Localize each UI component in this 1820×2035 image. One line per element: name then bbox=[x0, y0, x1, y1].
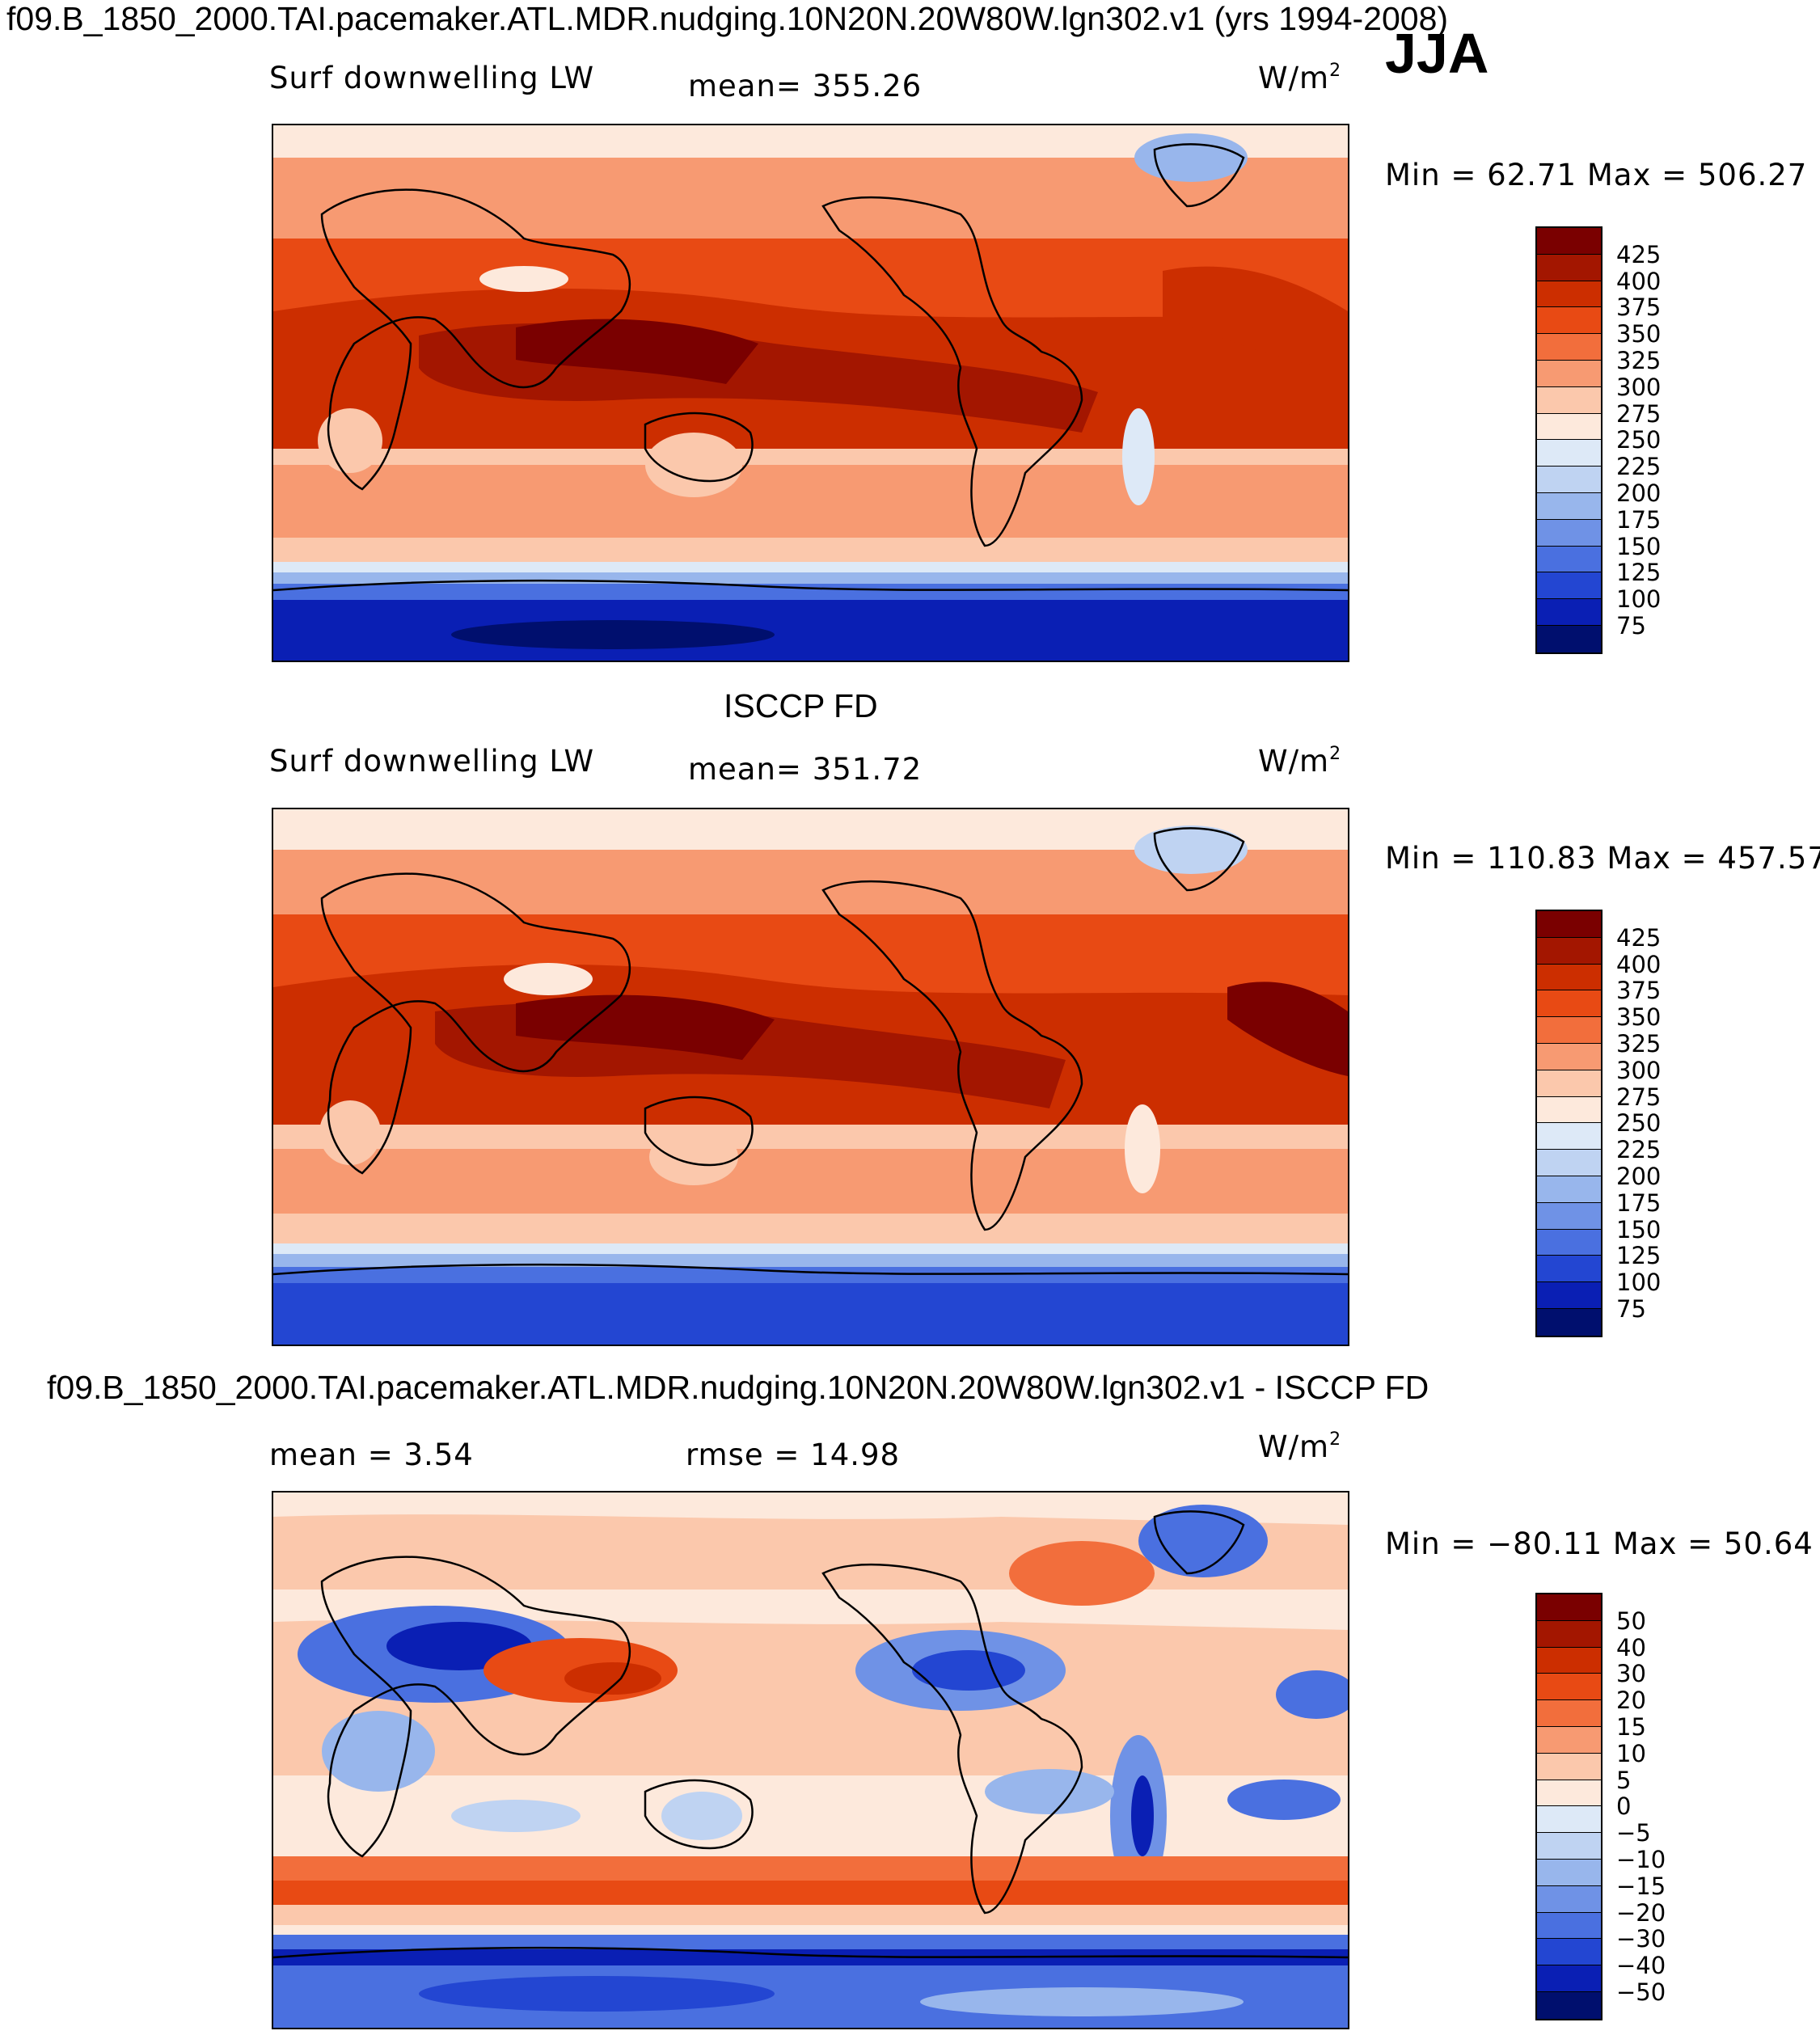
panel2-variable: Surf downwelling LW bbox=[269, 744, 595, 779]
panel1-variable: Surf downwelling LW bbox=[269, 61, 595, 95]
colorbar-tick-label: −40 bbox=[1616, 1952, 1666, 1980]
colorbar-tick-label: 375 bbox=[1616, 977, 1662, 1005]
colorbar-tick-label: 325 bbox=[1616, 1030, 1662, 1058]
figure-title: f09.B_1850_2000.TAI.pacemaker.ATL.MDR.nu… bbox=[6, 0, 1449, 37]
panel2-colorbar bbox=[1535, 910, 1603, 1337]
colorbar-tick-label: 225 bbox=[1616, 453, 1662, 481]
colorbar-tick-label: 10 bbox=[1616, 1739, 1646, 1767]
colorbar-tick-label: 15 bbox=[1616, 1713, 1646, 1741]
colorbar-tick-label: 400 bbox=[1616, 950, 1662, 978]
colorbar-tick-label: 200 bbox=[1616, 479, 1662, 507]
season-label: JJA bbox=[1385, 22, 1489, 85]
colorbar-tick-label: 300 bbox=[1616, 1056, 1662, 1084]
colorbar-tick-label: −20 bbox=[1616, 1898, 1666, 1927]
colorbar-tick-label: 350 bbox=[1616, 320, 1662, 348]
panel2-mean: mean= 351.72 bbox=[688, 752, 923, 787]
colorbar-tick-label: 30 bbox=[1616, 1660, 1646, 1688]
colorbar-tick-label: 75 bbox=[1616, 612, 1646, 640]
colorbar-tick-label: 125 bbox=[1616, 559, 1662, 587]
colorbar-tick-label: 200 bbox=[1616, 1163, 1662, 1190]
colorbar-tick-label: 40 bbox=[1616, 1633, 1646, 1661]
panel2-minmax: Min = 110.83 Max = 457.57 bbox=[1385, 841, 1820, 876]
panel3-units: W/m2 bbox=[1258, 1429, 1342, 1464]
colorbar-tick-label: 125 bbox=[1616, 1242, 1662, 1270]
colorbar-tick-label: −30 bbox=[1616, 1925, 1666, 1953]
colorbar-tick-label: 50 bbox=[1616, 1606, 1646, 1635]
colorbar-tick-label: −50 bbox=[1616, 1978, 1666, 2006]
panel3-mean: mean = 3.54 bbox=[269, 1438, 474, 1472]
panel1-units: W/m2 bbox=[1258, 61, 1342, 95]
panel2-map-field bbox=[273, 809, 1348, 1345]
colorbar-tick-label: 275 bbox=[1616, 399, 1662, 428]
panel3-minmax: Min = −80.11 Max = 50.64 bbox=[1385, 1526, 1814, 1561]
panel1-mean: mean= 355.26 bbox=[688, 69, 923, 103]
panel1-minmax: Min = 62.71 Max = 506.27 bbox=[1385, 158, 1808, 192]
panel3-heading: f09.B_1850_2000.TAI.pacemaker.ATL.MDR.nu… bbox=[47, 1369, 1429, 1406]
colorbar-tick-label: −15 bbox=[1616, 1872, 1666, 1900]
colorbar-tick-label: 225 bbox=[1616, 1136, 1662, 1164]
panel1-map-field bbox=[273, 125, 1348, 661]
colorbar-tick-label: 400 bbox=[1616, 267, 1662, 295]
colorbar-tick-label: 250 bbox=[1616, 426, 1662, 454]
panel3-rmse: rmse = 14.98 bbox=[686, 1438, 901, 1472]
panel3-map-field bbox=[273, 1492, 1348, 2028]
colorbar-tick-label: 175 bbox=[1616, 1188, 1662, 1217]
colorbar-tick-label: −5 bbox=[1616, 1819, 1651, 1847]
colorbar-tick-label: 150 bbox=[1616, 1215, 1662, 1243]
colorbar-tick-label: 5 bbox=[1616, 1766, 1632, 1794]
colorbar-tick-label: 100 bbox=[1616, 585, 1662, 614]
colorbar-tick-label: 350 bbox=[1616, 1003, 1662, 1032]
panel3-map bbox=[272, 1491, 1349, 2029]
colorbar-tick-label: 375 bbox=[1616, 293, 1662, 322]
colorbar-tick-label: 75 bbox=[1616, 1295, 1646, 1323]
panel3-colorbar bbox=[1535, 1593, 1603, 2020]
colorbar-tick-label: 175 bbox=[1616, 505, 1662, 534]
colorbar-tick-label: 20 bbox=[1616, 1687, 1646, 1715]
colorbar-tick-label: 100 bbox=[1616, 1269, 1662, 1297]
colorbar-tick-label: 300 bbox=[1616, 373, 1662, 401]
panel2-units: W/m2 bbox=[1258, 744, 1342, 779]
panel2-map bbox=[272, 808, 1349, 1346]
colorbar-tick-label: 250 bbox=[1616, 1109, 1662, 1138]
colorbar-tick-label: 425 bbox=[1616, 240, 1662, 268]
panel1-colorbar bbox=[1535, 226, 1603, 654]
colorbar-tick-label: 275 bbox=[1616, 1083, 1662, 1111]
panel1-map bbox=[272, 124, 1349, 662]
colorbar-tick-label: 150 bbox=[1616, 532, 1662, 560]
colorbar-tick-label: 325 bbox=[1616, 347, 1662, 374]
panel2-heading: ISCCP FD bbox=[724, 687, 878, 724]
colorbar-tick-label: 0 bbox=[1616, 1792, 1632, 1821]
colorbar-tick-label: −10 bbox=[1616, 1846, 1666, 1873]
colorbar-tick-label: 425 bbox=[1616, 923, 1662, 952]
